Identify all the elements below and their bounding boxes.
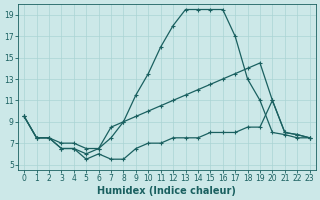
X-axis label: Humidex (Indice chaleur): Humidex (Indice chaleur) xyxy=(98,186,236,196)
